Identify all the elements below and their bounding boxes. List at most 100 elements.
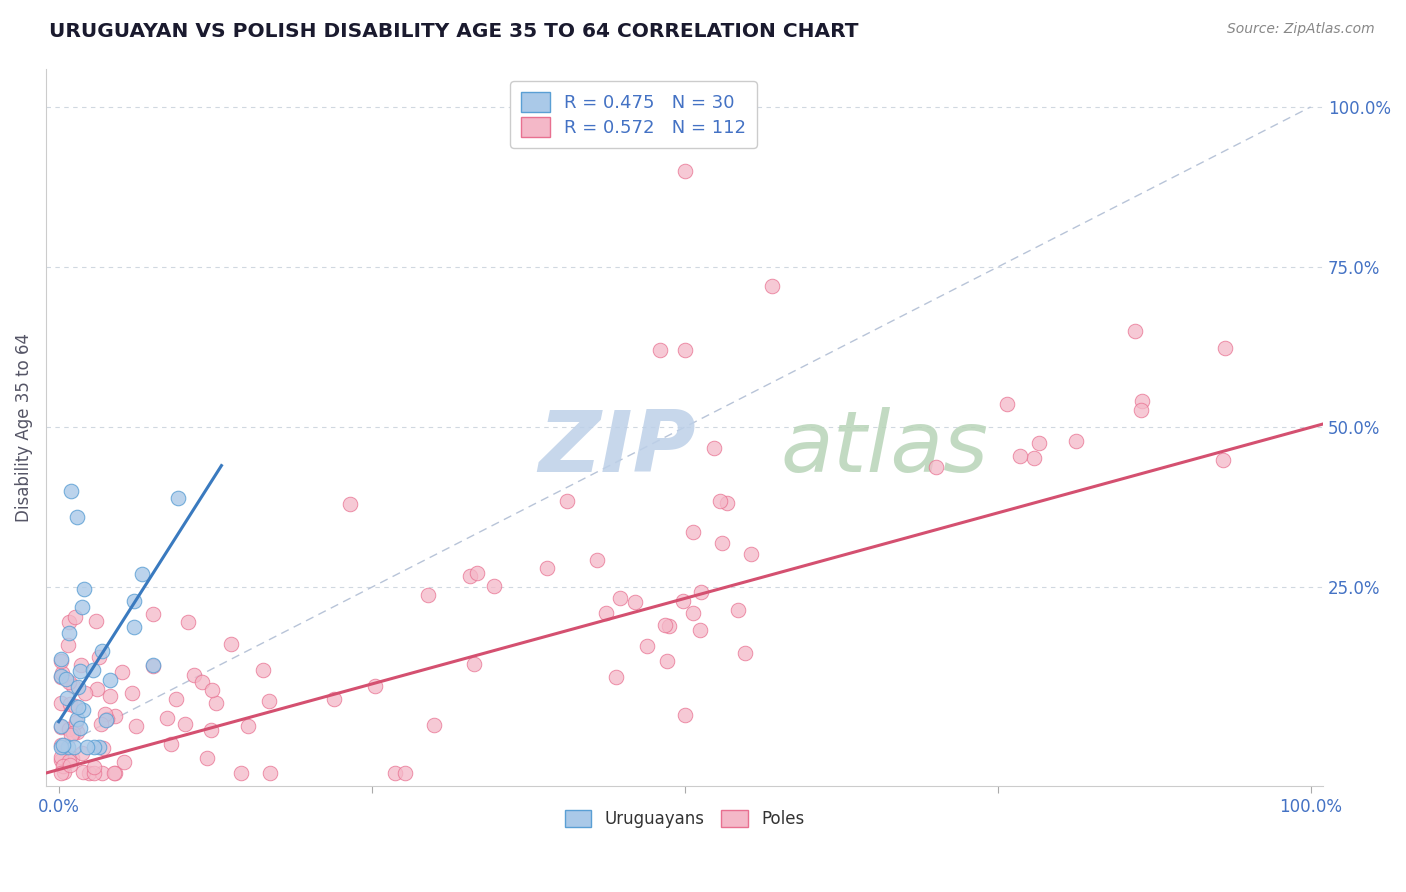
Point <box>195 751 218 765</box>
Point <box>59 697 82 711</box>
Point <box>51 740 73 755</box>
Point <box>87 740 110 755</box>
Point <box>703 442 725 456</box>
Point <box>1022 450 1045 465</box>
Point <box>66 509 89 524</box>
Point <box>98 690 121 704</box>
Point <box>605 670 627 684</box>
Point <box>93 740 115 755</box>
Y-axis label: Disability Age 35 to 64: Disability Age 35 to 64 <box>15 333 32 522</box>
Point <box>200 723 222 738</box>
Point <box>259 766 281 780</box>
Point <box>672 593 695 607</box>
Point <box>62 740 84 755</box>
Point <box>159 737 181 751</box>
Point <box>51 719 73 733</box>
Point <box>65 724 87 739</box>
Point <box>104 708 127 723</box>
Point <box>1130 394 1153 409</box>
Point <box>1028 436 1050 450</box>
Point <box>259 694 281 708</box>
Point <box>65 610 87 624</box>
Point <box>76 740 98 755</box>
Point <box>467 566 489 581</box>
Point <box>90 717 112 731</box>
Point <box>1125 324 1147 338</box>
Point <box>56 691 79 706</box>
Point <box>690 584 713 599</box>
Point <box>84 614 107 628</box>
Point <box>995 397 1018 411</box>
Point <box>657 654 679 668</box>
Point <box>83 740 105 755</box>
Point <box>98 673 121 687</box>
Point <box>69 721 91 735</box>
Point <box>75 685 97 699</box>
Point <box>51 696 73 710</box>
Point <box>51 670 73 684</box>
Point <box>94 706 117 721</box>
Point <box>112 755 135 769</box>
Point <box>51 652 73 666</box>
Point <box>51 669 73 683</box>
Point <box>364 679 387 693</box>
Point <box>673 708 696 723</box>
Point <box>111 665 134 679</box>
Point <box>458 569 481 583</box>
Point <box>51 720 73 734</box>
Point <box>595 606 617 620</box>
Point <box>710 536 733 550</box>
Point <box>91 644 114 658</box>
Point <box>740 547 762 561</box>
Point <box>51 739 73 753</box>
Point <box>142 607 165 621</box>
Point <box>70 599 93 614</box>
Point <box>925 459 948 474</box>
Point <box>463 657 485 672</box>
Point <box>654 617 676 632</box>
Point <box>52 758 75 772</box>
Point <box>91 766 114 780</box>
Point <box>69 664 91 678</box>
Point <box>673 343 696 358</box>
Point <box>77 766 100 780</box>
Point <box>156 711 179 725</box>
Point <box>648 343 671 358</box>
Point <box>709 494 731 508</box>
Point <box>70 747 93 761</box>
Point <box>82 664 104 678</box>
Point <box>636 639 658 653</box>
Point <box>58 674 80 689</box>
Text: URUGUAYAN VS POLISH DISABILITY AGE 35 TO 64 CORRELATION CHART: URUGUAYAN VS POLISH DISABILITY AGE 35 TO… <box>49 22 859 41</box>
Point <box>63 698 86 713</box>
Point <box>62 680 84 694</box>
Point <box>86 682 108 697</box>
Point <box>58 723 80 737</box>
Point <box>174 717 197 731</box>
Point <box>716 496 738 510</box>
Point <box>104 766 127 780</box>
Point <box>122 594 145 608</box>
Point <box>167 491 190 505</box>
Point <box>658 619 681 633</box>
Point <box>72 703 94 717</box>
Point <box>103 766 125 780</box>
Point <box>58 615 80 630</box>
Point <box>536 561 558 575</box>
Point <box>51 766 73 780</box>
Point <box>1212 453 1234 467</box>
Point <box>191 675 214 690</box>
Point <box>323 692 346 706</box>
Point <box>58 754 80 768</box>
Point <box>65 715 87 730</box>
Point <box>66 712 89 726</box>
Point <box>682 606 704 620</box>
Point <box>339 497 361 511</box>
Point <box>236 719 259 733</box>
Point <box>66 700 89 714</box>
Point <box>1010 449 1032 463</box>
Point <box>67 680 90 694</box>
Point <box>83 766 105 780</box>
Point <box>51 654 73 668</box>
Point <box>689 623 711 637</box>
